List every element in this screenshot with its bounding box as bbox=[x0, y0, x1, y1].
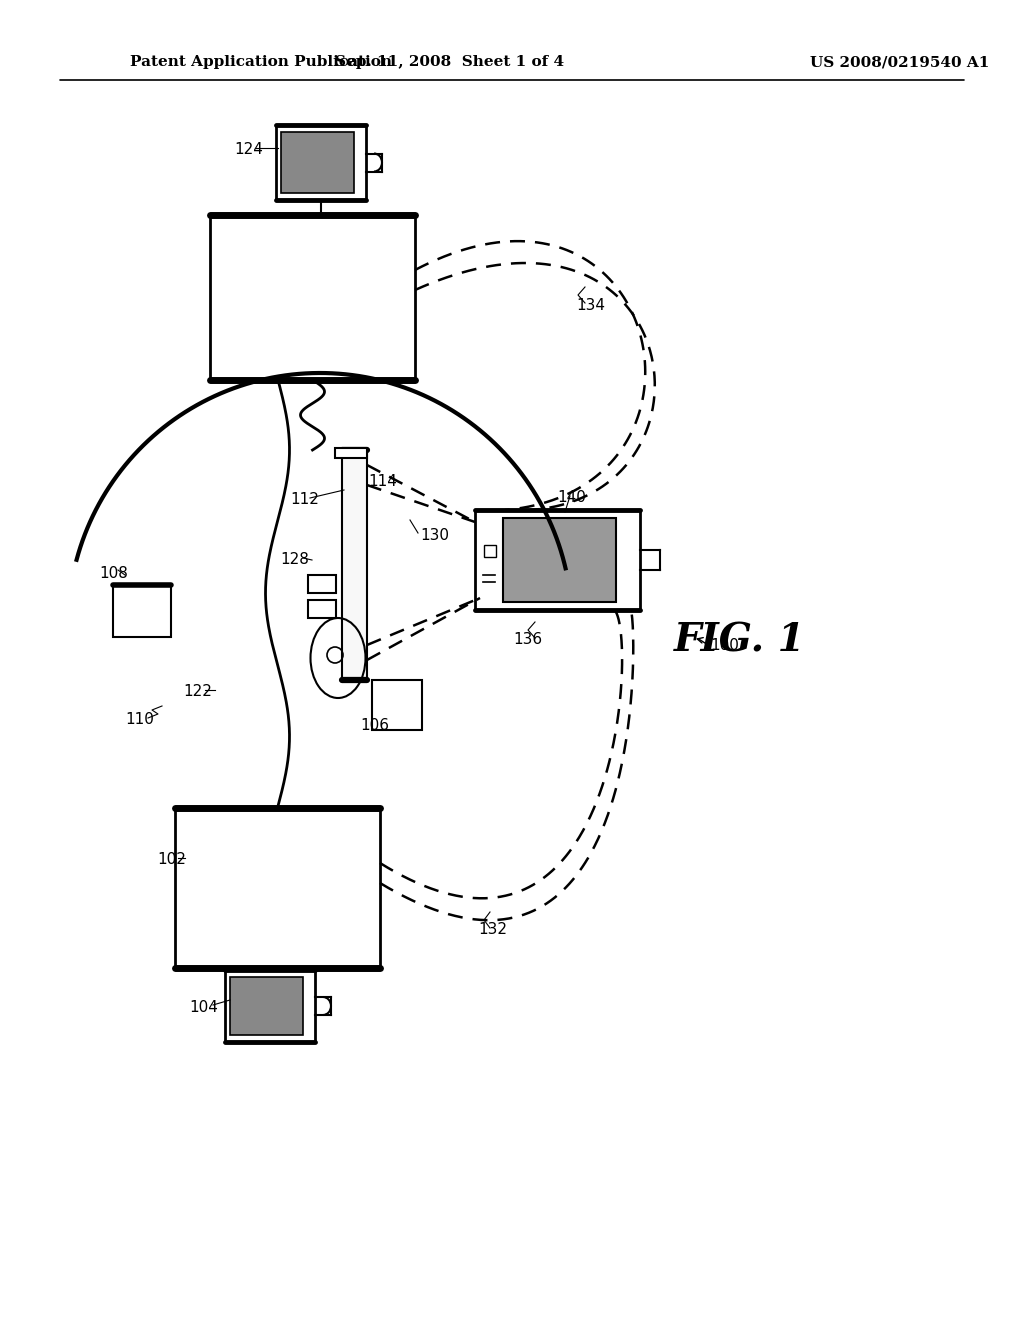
Text: 102: 102 bbox=[157, 853, 186, 867]
Bar bbox=[175, 808, 380, 968]
Text: FIG. 1: FIG. 1 bbox=[674, 620, 806, 659]
Text: 140: 140 bbox=[557, 491, 586, 506]
Text: 124: 124 bbox=[234, 143, 263, 157]
Bar bbox=[484, 545, 496, 557]
Text: US 2008/0219540 A1: US 2008/0219540 A1 bbox=[810, 55, 989, 69]
Text: 128: 128 bbox=[280, 553, 309, 568]
Text: 104: 104 bbox=[189, 1001, 218, 1015]
Bar bbox=[503, 517, 616, 602]
Bar bbox=[276, 125, 366, 201]
Text: 136: 136 bbox=[513, 632, 542, 648]
Text: 132: 132 bbox=[478, 923, 507, 937]
Text: 112: 112 bbox=[290, 492, 318, 507]
Bar bbox=[210, 215, 415, 380]
Bar bbox=[372, 680, 422, 730]
Text: 134: 134 bbox=[575, 297, 605, 313]
Text: 110: 110 bbox=[125, 713, 154, 727]
Text: 108: 108 bbox=[99, 565, 128, 581]
Text: 100: 100 bbox=[710, 638, 739, 652]
Bar bbox=[281, 132, 354, 193]
Bar bbox=[113, 585, 171, 638]
Bar bbox=[335, 447, 367, 458]
Bar bbox=[225, 970, 315, 1041]
Text: Patent Application Publication: Patent Application Publication bbox=[130, 55, 392, 69]
Text: Sep. 11, 2008  Sheet 1 of 4: Sep. 11, 2008 Sheet 1 of 4 bbox=[336, 55, 564, 69]
Text: 114: 114 bbox=[368, 474, 397, 490]
Text: 122: 122 bbox=[183, 685, 212, 700]
Bar bbox=[308, 576, 336, 593]
Bar bbox=[230, 977, 303, 1035]
Bar bbox=[342, 450, 367, 680]
Bar bbox=[308, 601, 336, 618]
Bar bbox=[475, 510, 640, 610]
Text: 106: 106 bbox=[360, 718, 389, 733]
Text: 130: 130 bbox=[420, 528, 449, 543]
